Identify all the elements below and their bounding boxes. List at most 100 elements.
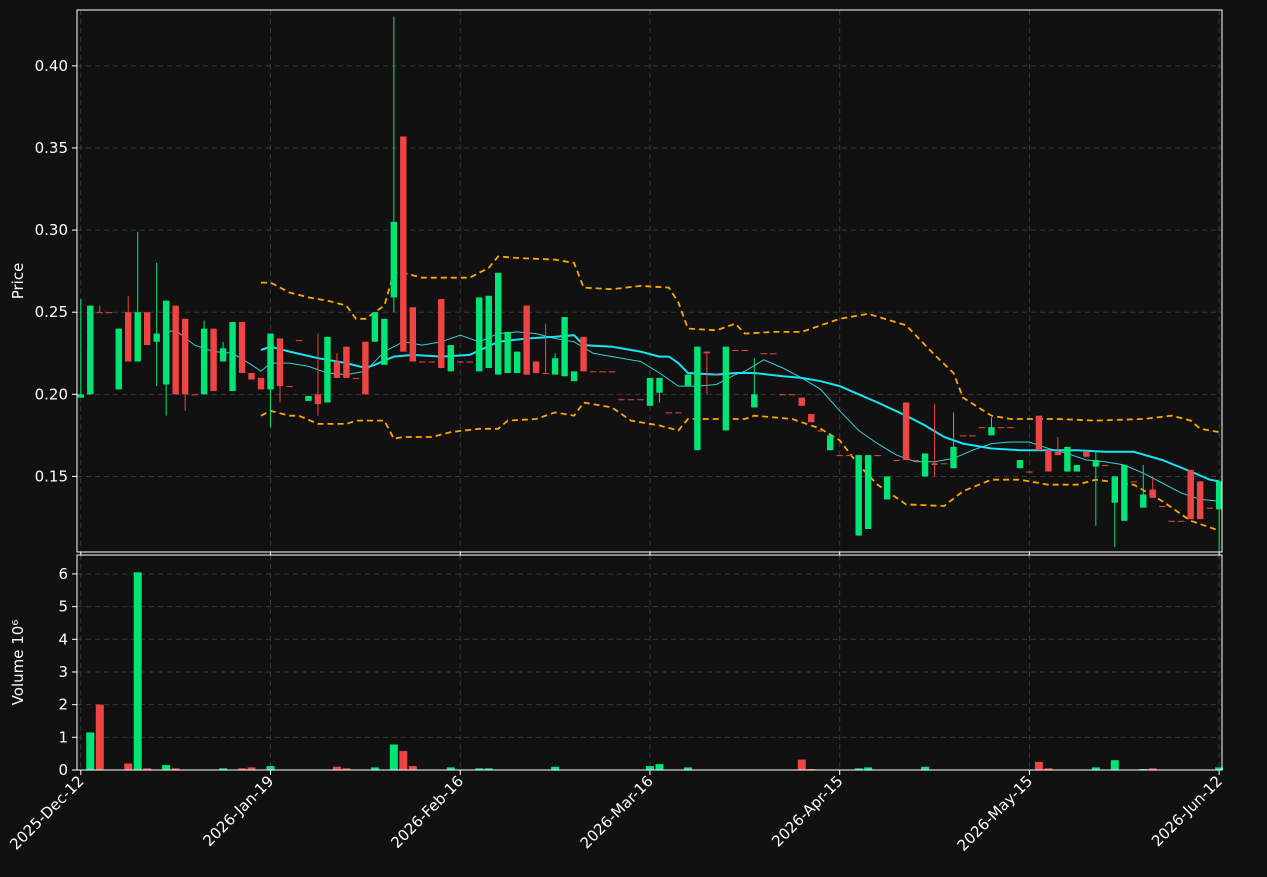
candle-body <box>1150 490 1156 498</box>
candle-body <box>305 396 311 401</box>
candle-body <box>732 350 738 351</box>
candle-body <box>874 455 880 456</box>
candle-body <box>950 447 956 468</box>
volume-bar <box>798 760 806 770</box>
volume-bar <box>267 766 275 770</box>
candle-body <box>315 394 321 404</box>
candle-body <box>1121 465 1127 521</box>
candle-body <box>324 337 330 403</box>
y-tick-label: 0.40 <box>35 57 68 75</box>
candle-body <box>362 342 368 395</box>
y-tick-label: 5 <box>58 598 68 616</box>
candle-body <box>855 455 861 535</box>
candle-body <box>172 306 178 395</box>
candle-body <box>248 373 254 380</box>
candle-body <box>1169 521 1175 522</box>
candle-body <box>761 353 767 354</box>
candle-body <box>419 361 425 362</box>
candle-body <box>210 329 216 391</box>
candle-body <box>1064 447 1070 472</box>
x-tick-label: 2026-Feb-16 <box>387 772 467 852</box>
candle-body <box>116 329 122 390</box>
candle-body <box>713 375 719 376</box>
y-tick-label: 0.15 <box>35 467 68 485</box>
y-tick-label: 1 <box>58 728 68 746</box>
y-tick-label: 4 <box>58 630 68 648</box>
candle-body <box>144 312 150 345</box>
candle-body <box>87 306 93 395</box>
candle-body <box>438 299 444 368</box>
candle-body <box>704 352 710 354</box>
volume-bar <box>162 765 170 770</box>
candle-body <box>969 435 975 436</box>
candle-body <box>343 347 349 378</box>
candle-body <box>410 307 416 361</box>
x-tick-label: 2025-Dec-12 <box>6 772 87 853</box>
candle-body <box>770 353 776 354</box>
candle-body <box>448 345 454 371</box>
candle-body <box>1007 427 1013 428</box>
candle-body <box>1055 452 1061 455</box>
candle-body <box>267 334 273 390</box>
volume-bar <box>646 766 654 770</box>
candle-body <box>1112 476 1118 502</box>
candle-body <box>353 378 359 379</box>
candle-body <box>647 378 653 406</box>
candle-body <box>286 386 292 387</box>
candle-body <box>1074 465 1080 472</box>
candle-body <box>799 398 805 406</box>
candle-body <box>258 378 264 389</box>
x-tick-label: 2026-Mar-16 <box>577 772 657 852</box>
candle-body <box>818 430 824 431</box>
candle-body <box>628 399 634 400</box>
candle-body <box>912 460 918 461</box>
candle-body <box>97 312 103 313</box>
candle-body <box>429 361 435 362</box>
candle-body <box>277 338 283 386</box>
x-tick-label: 2026-Apr-15 <box>768 772 846 850</box>
candle-body <box>486 296 492 368</box>
candle-body <box>239 322 245 373</box>
candle-body <box>1045 450 1051 471</box>
y-tick-label: 0.30 <box>35 221 68 239</box>
candle-body <box>457 361 463 362</box>
candle-body <box>106 312 112 313</box>
candle-body <box>903 403 909 460</box>
candle-body <box>931 463 937 465</box>
candle-body <box>391 222 397 298</box>
y-axis-label: Price <box>9 263 27 300</box>
candle-body <box>827 435 833 450</box>
candle-body <box>533 361 539 372</box>
candle-body <box>618 399 624 400</box>
y-tick-label: 6 <box>58 565 68 583</box>
y-axis-label: Volume 10⁶ <box>9 620 27 706</box>
volume-bar <box>86 732 94 770</box>
candle-body <box>78 394 84 397</box>
candle-body <box>372 312 378 342</box>
volume-bar <box>1035 762 1043 770</box>
candle-body <box>495 273 501 375</box>
candle-body <box>296 340 302 341</box>
candle-body <box>685 375 691 386</box>
candle-body <box>571 371 577 381</box>
volume-bar <box>1111 760 1119 770</box>
candle-body <box>1093 460 1099 467</box>
candle-body <box>808 414 814 422</box>
candle-body <box>201 329 207 395</box>
candle-body <box>220 348 226 361</box>
candle-body <box>694 347 700 450</box>
candle-body <box>561 317 567 376</box>
candle-body <box>789 394 795 395</box>
candle-body <box>922 453 928 476</box>
candle-body <box>884 476 890 499</box>
x-tick-label: 2026-May-15 <box>954 772 1037 855</box>
volume-bar <box>409 766 417 770</box>
x-tick-label: 2026-Jun-12 <box>1148 772 1226 850</box>
candle-body <box>1187 470 1193 519</box>
candle-body <box>125 312 131 361</box>
y-tick-label: 0 <box>58 761 68 779</box>
y-tick-label: 2 <box>58 696 68 714</box>
candle-body <box>191 394 197 395</box>
